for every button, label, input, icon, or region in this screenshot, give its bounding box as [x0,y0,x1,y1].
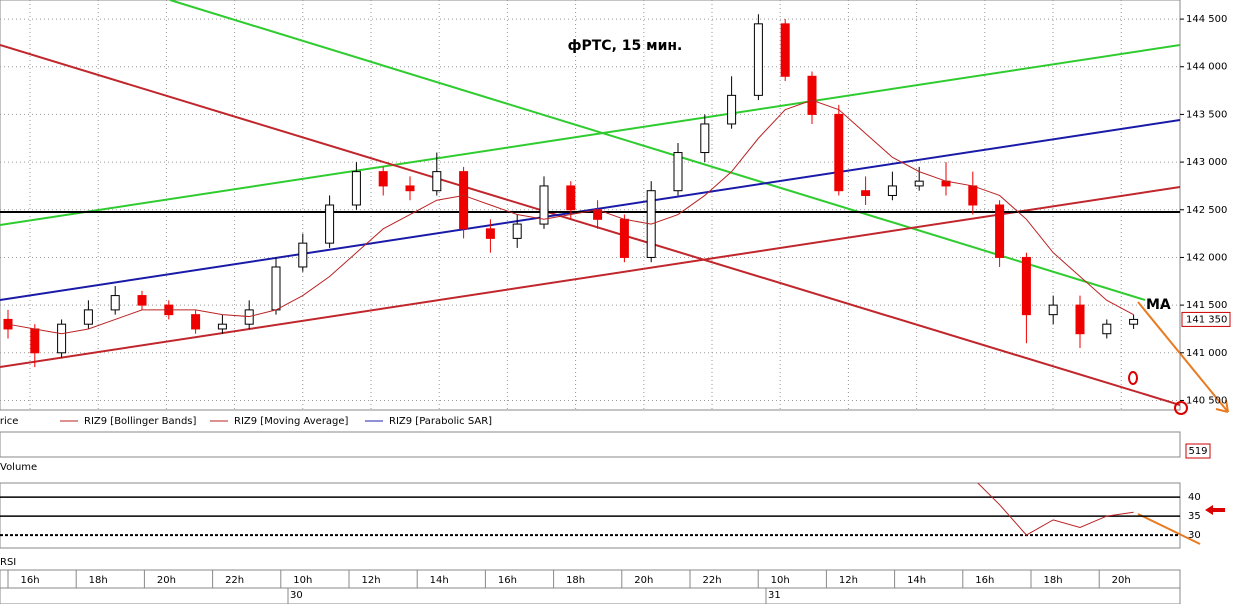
candle-body [887,185,897,196]
y-tick-label: 141 500 [1186,300,1227,311]
candle-body [995,204,1005,258]
legend-label: RIZ9 [Moving Average] [234,416,349,427]
candle-body [968,185,978,206]
volume-panel [0,431,1181,458]
x-tick-label: 16h [498,575,517,586]
candle-body [1048,304,1058,316]
trend-lines [0,0,1180,406]
volume-box [1185,443,1211,459]
x-tick-label: 12h [361,575,380,586]
candle-body [405,185,415,192]
candle-body [110,295,120,311]
marker [1174,401,1188,415]
candle-body [351,171,361,206]
y-tick-label: 140 500 [1186,395,1227,406]
candle-body [673,152,683,192]
candle-body [217,323,227,330]
trend-line [0,44,1180,226]
legend-label: RIZ9 [Bollinger Bands] [84,416,197,427]
candle-body [485,228,495,239]
x-tick-label: 16h [975,575,994,586]
trend-line [0,44,1180,406]
candle-body [1021,256,1031,316]
rsi-arrow [1205,505,1225,515]
x-tick-label: 20h [634,575,653,586]
x-tick-label: 12h [839,575,858,586]
candle-body [191,314,201,330]
candle-body [727,94,737,125]
panel-label: Volume [0,462,37,473]
x-tick-label: 16h [20,575,39,586]
x-tick-label: 10h [293,575,312,586]
x-tick-label: 20h [157,575,176,586]
panel-label: RSI [0,557,16,568]
candle-body [137,295,147,306]
rsi-forecast [1137,513,1201,545]
x-tick-label: 18h [566,575,585,586]
y-tick-label: 144 000 [1186,62,1227,73]
trend-line [0,186,1180,368]
candle-body [298,242,308,268]
price-panel [0,0,1181,411]
candle-body [325,204,335,244]
y-tick-label: 142 000 [1186,252,1227,263]
candle-body [83,309,93,325]
x-tick-label: 22h [225,575,244,586]
candle-body [914,180,924,187]
rsi-tick-label: 30 [1188,530,1201,541]
candle-body [807,75,817,115]
candle-body [700,123,710,154]
legend: Price RIZ9 [Bollinger Bands] RIZ9 [Moving … [0,416,492,427]
candle-body [459,171,469,230]
marker [1128,371,1138,385]
candle-body [432,171,442,192]
candle-body [619,218,629,258]
y-tick-label: 143 500 [1186,109,1227,120]
candle-body [539,185,549,225]
date-label: 30 [290,590,303,601]
price-box [1181,311,1231,327]
x-tick-label: 20h [1112,575,1131,586]
candle-body [57,323,67,354]
candle-body [512,223,522,239]
x-tick-label: 18h [89,575,108,586]
x-tick-label: 18h [1043,575,1062,586]
candle-body [1075,304,1085,335]
last-price: 141 350 [1186,314,1227,325]
chart-title: фРТС, 15 мин. [568,38,683,54]
candle-body [378,171,388,187]
time-axis [0,569,1181,589]
candle-body [566,185,576,211]
y-tick-label: 143 000 [1186,157,1227,168]
legend-label: Price [0,416,18,427]
trend-line [0,119,1180,301]
x-tick-label: 14h [430,575,449,586]
rsi-tick-label: 40 [1188,492,1201,503]
y-tick-label: 141 000 [1186,348,1227,359]
y-tick-label: 144 500 [1186,14,1227,25]
legend-label: RIZ9 [Parabolic SAR] [389,416,492,427]
candle-body [780,23,790,77]
trend-line [169,0,1146,301]
y-tick-label: 142 500 [1186,205,1227,216]
date-label: 31 [768,590,781,601]
volume-last: 519 [1188,446,1207,457]
candle-body [861,190,871,196]
annotation: MA [1146,297,1171,313]
candle-body [271,266,281,311]
date-axis [0,587,1181,604]
moving-average [7,99,1134,335]
candle-body [1102,323,1112,335]
candle-body [834,113,844,192]
candle-body [753,23,763,96]
x-tick-label: 14h [907,575,926,586]
x-tick-label: 22h [702,575,721,586]
candle-body [1129,318,1139,325]
rsi-tick-label: 35 [1188,511,1201,522]
x-tick-label: 10h [771,575,790,586]
arrow-head [1215,399,1229,413]
forecast-arrow [1137,301,1229,413]
candle-body [30,328,40,354]
